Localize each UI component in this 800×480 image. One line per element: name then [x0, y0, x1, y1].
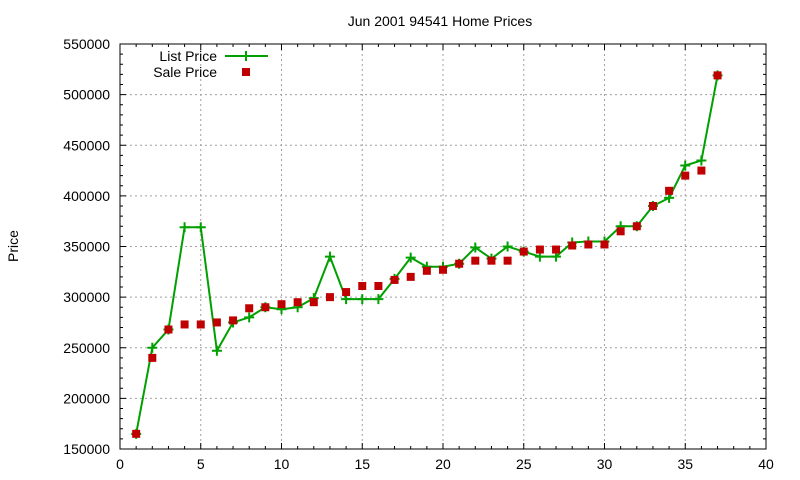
grid	[120, 44, 766, 449]
y-tick-label: 300000	[63, 289, 110, 305]
data-point	[632, 222, 641, 231]
data-point	[196, 320, 205, 329]
data-point	[584, 240, 593, 249]
data-point	[648, 202, 657, 210]
data-point	[277, 300, 286, 309]
data-point	[616, 227, 625, 236]
data-point	[373, 294, 384, 305]
data-point	[293, 298, 302, 307]
series-list-price	[131, 70, 723, 439]
y-tick-label: 450000	[63, 137, 110, 153]
data-point	[470, 242, 481, 253]
data-point	[309, 298, 318, 307]
x-tick-label: 0	[116, 456, 124, 472]
data-point	[148, 353, 157, 362]
data-point	[713, 71, 722, 80]
data-point	[422, 266, 431, 275]
data-point	[406, 272, 415, 281]
data-point	[405, 252, 416, 263]
x-tick-label: 15	[354, 456, 370, 472]
x-tick-label: 20	[435, 456, 451, 472]
y-axis-label: Price	[5, 230, 21, 262]
chart-title: Jun 2001 94541 Home Prices	[348, 13, 532, 29]
data-point	[180, 320, 189, 329]
y-tick-label: 150000	[63, 441, 110, 457]
data-point	[535, 245, 544, 254]
data-point	[244, 312, 255, 323]
data-point	[324, 251, 335, 262]
x-tick-label: 35	[677, 456, 693, 472]
data-point	[342, 288, 351, 297]
series-line	[135, 75, 719, 434]
y-tick-label: 200000	[63, 390, 110, 406]
data-point	[261, 303, 270, 312]
data-point	[680, 160, 691, 171]
data-point	[455, 259, 464, 268]
x-tick-label: 40	[758, 456, 774, 472]
data-point	[212, 318, 221, 327]
data-point	[195, 222, 206, 233]
data-point	[471, 256, 480, 265]
data-point	[552, 245, 561, 254]
x-tick-label: 10	[274, 456, 290, 472]
x-tick-label: 25	[516, 456, 532, 472]
data-point	[132, 429, 141, 438]
data-point	[211, 345, 222, 356]
legend-marker	[241, 51, 251, 61]
data-point	[681, 171, 690, 180]
data-point	[179, 222, 190, 233]
data-point	[519, 247, 528, 256]
legend-label: Sale Price	[153, 64, 217, 80]
data-point	[390, 275, 399, 284]
series-sale-price	[132, 71, 722, 438]
data-point	[374, 281, 383, 290]
data-point	[357, 294, 368, 305]
data-point	[568, 241, 577, 250]
tick-labels: 0 5 10 15 20 25 30 35 40 150000 200000 250000 300000…	[63, 36, 774, 472]
data-point	[502, 241, 513, 252]
data-point	[358, 281, 367, 290]
y-tick-label: 550000	[63, 36, 110, 52]
legend-label: List Price	[159, 48, 217, 64]
data-point	[503, 256, 512, 265]
y-tick-label: 250000	[63, 340, 110, 356]
data-point	[164, 325, 173, 334]
data-point	[439, 265, 447, 274]
x-tick-label: 30	[597, 456, 613, 472]
y-tick-label: 500000	[63, 87, 110, 103]
legend-swatch	[242, 68, 250, 76]
data-point	[696, 155, 707, 166]
x-tick-label: 5	[197, 456, 205, 472]
y-tick-label: 350000	[63, 239, 110, 255]
data-point	[147, 342, 158, 353]
data-point	[245, 304, 254, 313]
series-layer	[131, 70, 723, 439]
data-point	[665, 186, 674, 195]
data-point	[229, 316, 238, 325]
plot-frame	[119, 43, 767, 450]
data-point	[325, 293, 334, 302]
data-point	[487, 256, 496, 265]
y-tick-label: 400000	[63, 188, 110, 204]
data-point	[697, 166, 706, 175]
data-point	[600, 240, 609, 249]
